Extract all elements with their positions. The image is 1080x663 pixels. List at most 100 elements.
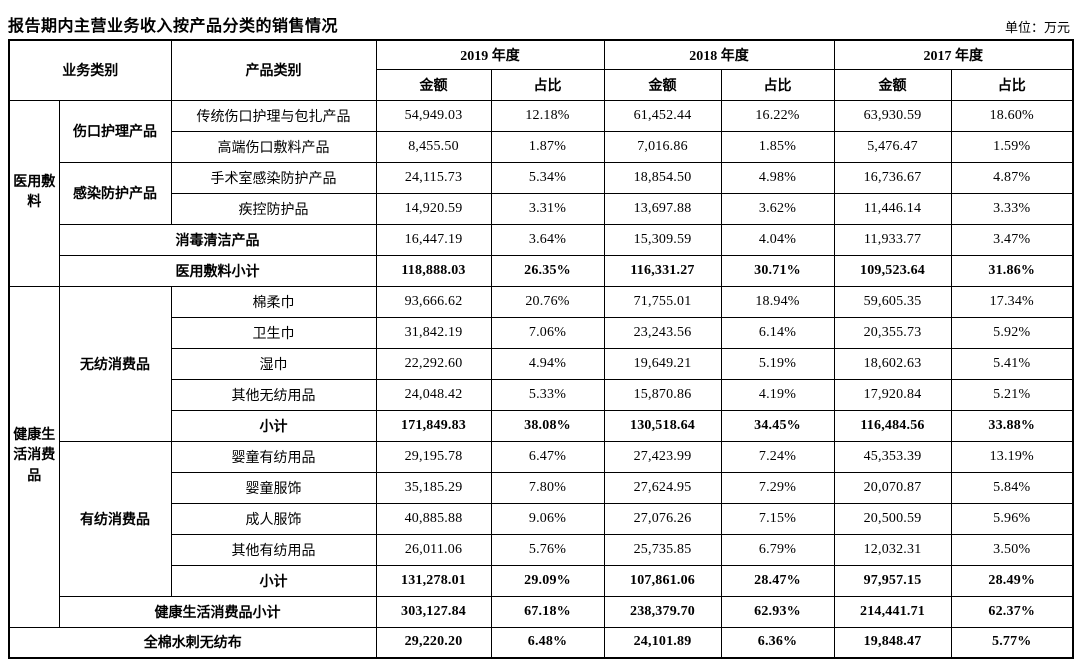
amount-cell: 19,649.21 (603, 347, 722, 380)
amount-cell: 24,115.73 (375, 161, 492, 194)
ratio-cell: 62.93% (720, 595, 835, 628)
amount-cell: 8,455.50 (375, 130, 492, 163)
product-cell: 婴童有纺用品 (170, 440, 377, 473)
amount-cell: 35,185.29 (375, 471, 492, 504)
ratio-cell: 5.77% (950, 626, 1074, 659)
subtotal-label-cell: 健康生活消费品小计 (58, 595, 377, 628)
header-business-category: 业务类别 (8, 39, 172, 101)
table-row: 其他有纺用品 26,011.06 5.76% 25,735.85 6.79% 1… (9, 533, 1074, 566)
amount-cell: 59,605.35 (833, 285, 952, 318)
ratio-cell: 3.33% (950, 192, 1074, 225)
ratio-cell: 4.19% (720, 378, 835, 411)
table-row: 婴童服饰 35,185.29 7.80% 27,624.95 7.29% 20,… (9, 471, 1074, 504)
unit-label: 单位：万元 (1004, 20, 1070, 35)
table-row-total: 全棉水刺无纺布 29,220.20 6.48% 24,101.89 6.36% … (8, 626, 1074, 659)
amount-cell: 22,292.60 (375, 347, 492, 380)
amount-cell: 5,476.47 (833, 130, 952, 163)
ratio-cell: 5.76% (490, 533, 605, 566)
amount-cell: 171,849.83 (375, 409, 492, 442)
table-row: 健康生活消费品 无纺消费品 棉柔巾 93,666.62 20.76% 71,75… (8, 285, 1074, 628)
ratio-cell: 1.87% (490, 130, 605, 163)
amount-cell: 20,070.87 (833, 471, 952, 504)
amount-cell: 16,447.19 (375, 223, 492, 256)
product-cell: 其他有纺用品 (170, 533, 377, 566)
amount-cell: 40,885.88 (375, 502, 492, 535)
ratio-cell: 28.49% (950, 564, 1074, 597)
table-row: 疾控防护品 14,920.59 3.31% 13,697.88 3.62% 11… (9, 192, 1074, 225)
ratio-cell: 29.09% (490, 564, 605, 597)
table-row: 成人服饰 40,885.88 9.06% 27,076.26 7.15% 20,… (9, 502, 1074, 535)
ratio-cell: 3.47% (950, 223, 1074, 256)
ratio-cell: 3.64% (490, 223, 605, 256)
subtotal-label-cell: 小计 (170, 409, 377, 442)
amount-cell: 29,195.78 (375, 440, 492, 473)
amount-cell: 15,870.86 (603, 378, 722, 411)
product-cell: 高端伤口敷料产品 (170, 130, 377, 163)
ratio-cell: 5.84% (950, 471, 1074, 504)
sales-by-product-table: 业务类别 产品类别 2019 年度 2018 年度 2017 年度 金额 占比 … (8, 39, 1074, 659)
subtotal-label-cell: 消毒清洁产品 (58, 223, 377, 256)
ratio-cell: 1.85% (720, 130, 835, 163)
ratio-cell: 5.33% (490, 378, 605, 411)
table-row-subtotal: 小计 171,849.83 38.08% 130,518.64 34.45% 1… (9, 409, 1074, 442)
amount-cell: 54,949.03 (375, 99, 492, 132)
amount-cell: 27,423.99 (603, 440, 722, 473)
amount-cell: 93,666.62 (375, 285, 492, 318)
table-row: 湿巾 22,292.60 4.94% 19,649.21 5.19% 18,60… (9, 347, 1074, 380)
amount-cell: 97,957.15 (833, 564, 952, 597)
product-cell: 湿巾 (170, 347, 377, 380)
ratio-cell: 5.41% (950, 347, 1074, 380)
ratio-cell: 6.14% (720, 316, 835, 349)
ratio-cell: 3.62% (720, 192, 835, 225)
amount-cell: 17,920.84 (833, 378, 952, 411)
ratio-cell: 18.60% (950, 99, 1074, 132)
amount-cell: 18,854.50 (603, 161, 722, 194)
amount-cell: 26,011.06 (375, 533, 492, 566)
amount-cell: 116,331.27 (603, 254, 722, 287)
header-ratio-2019: 占比 (490, 68, 605, 101)
table-row-subtotal: 医用敷料小计 118,888.03 26.35% 116,331.27 30.7… (9, 254, 1074, 287)
amount-cell: 7,016.86 (603, 130, 722, 163)
table-row: 卫生巾 31,842.19 7.06% 23,243.56 6.14% 20,3… (9, 316, 1074, 349)
header-year-2018: 2018 年度 (603, 39, 835, 70)
amount-cell: 25,735.85 (603, 533, 722, 566)
ratio-cell: 28.47% (720, 564, 835, 597)
ratio-cell: 4.98% (720, 161, 835, 194)
product-cell: 手术室感染防护产品 (170, 161, 377, 194)
amount-cell: 303,127.84 (375, 595, 492, 628)
amount-cell: 11,446.14 (833, 192, 952, 225)
amount-cell: 13,697.88 (603, 192, 722, 225)
amount-cell: 116,484.56 (833, 409, 952, 442)
header-year-2017: 2017 年度 (833, 39, 1074, 70)
header-row-metrics: 金额 占比 金额 占比 金额 占比 (9, 68, 1074, 101)
table-row: 高端伤口敷料产品 8,455.50 1.87% 7,016.86 1.85% 5… (9, 130, 1074, 163)
header-ratio-2018: 占比 (720, 68, 835, 101)
amount-cell: 20,500.59 (833, 502, 952, 535)
amount-cell: 109,523.64 (833, 254, 952, 287)
ratio-cell: 5.92% (950, 316, 1074, 349)
table-row-subtotal: 健康生活消费品小计 303,127.84 67.18% 238,379.70 6… (9, 595, 1074, 628)
amount-cell: 24,048.42 (375, 378, 492, 411)
amount-cell: 61,452.44 (603, 99, 722, 132)
amount-cell: 71,755.01 (603, 285, 722, 318)
group-cell-medical: 医用敷料 (8, 99, 60, 287)
ratio-cell: 33.88% (950, 409, 1074, 442)
ratio-cell: 4.04% (720, 223, 835, 256)
header-amount-2017: 金额 (833, 68, 952, 101)
table-row: 有纺消费品 婴童有纺用品 29,195.78 6.47% 27,423.99 7… (9, 440, 1074, 597)
amount-cell: 238,379.70 (603, 595, 722, 628)
topbar: 报告期内主营业务收入按产品分类的销售情况 单位：万元 (8, 6, 1072, 36)
total-label-cell: 全棉水刺无纺布 (8, 626, 377, 659)
ratio-cell: 34.45% (720, 409, 835, 442)
amount-cell: 214,441.71 (833, 595, 952, 628)
ratio-cell: 7.15% (720, 502, 835, 535)
ratio-cell: 62.37% (950, 595, 1074, 628)
ratio-cell: 3.50% (950, 533, 1074, 566)
product-cell: 婴童服饰 (170, 471, 377, 504)
subtotal-label-cell: 医用敷料小计 (58, 254, 377, 287)
amount-cell: 131,278.01 (375, 564, 492, 597)
amount-cell: 16,736.67 (833, 161, 952, 194)
ratio-cell: 20.76% (490, 285, 605, 318)
ratio-cell: 6.48% (490, 626, 605, 659)
